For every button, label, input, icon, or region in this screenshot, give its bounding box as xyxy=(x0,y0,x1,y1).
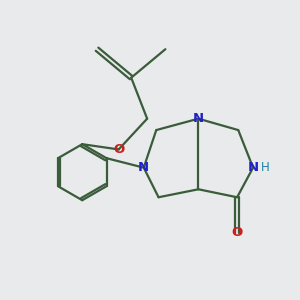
Text: O: O xyxy=(113,143,124,156)
Text: O: O xyxy=(232,226,243,239)
Text: N: N xyxy=(193,112,204,125)
Text: H: H xyxy=(261,161,269,174)
Text: N: N xyxy=(248,161,259,174)
Text: N: N xyxy=(138,161,149,174)
